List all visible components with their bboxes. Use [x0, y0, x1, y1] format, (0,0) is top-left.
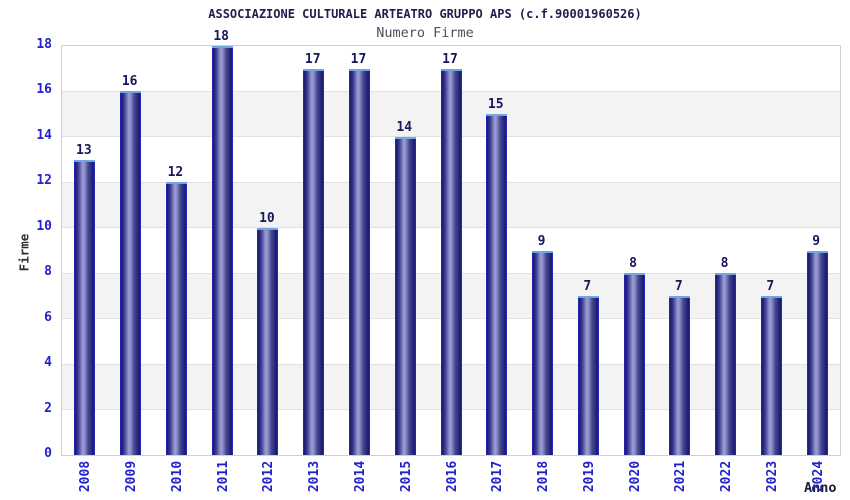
x-axis-title: Anno	[804, 480, 837, 496]
x-tick-label: 2022	[719, 460, 735, 492]
y-tick-label: 2	[44, 400, 52, 416]
bar-value-label: 17	[304, 51, 321, 67]
bar-value-label: 17	[442, 51, 458, 67]
y-tick-label: 4	[44, 355, 52, 371]
bar-value-label: 8	[720, 256, 729, 272]
x-tick-label: 2015	[398, 460, 414, 492]
bar-2016	[440, 68, 462, 455]
y-tick-label: 16	[36, 82, 52, 98]
x-tick-label: 2014	[353, 460, 369, 492]
bar-value-label: 16	[121, 74, 138, 90]
x-tick-label: 2016	[444, 460, 460, 492]
x-tick-label: 2024	[810, 460, 826, 492]
x-tick-label: 2021	[673, 460, 689, 492]
x-tick-label: 2018	[536, 460, 552, 492]
bar-value-label: 14	[396, 119, 413, 135]
bar-2014	[348, 68, 370, 455]
y-tick-label: 14	[36, 127, 52, 143]
bar-2011	[211, 46, 233, 455]
x-tick-label: 2019	[581, 460, 597, 492]
bar-value-label: 7	[766, 278, 775, 294]
bar-2015	[394, 136, 416, 455]
x-tick-label: 2011	[215, 460, 231, 492]
bar-value-label: 10	[259, 210, 275, 226]
y-tick-label: 6	[44, 309, 52, 325]
y-tick-label: 18	[36, 37, 52, 52]
bar-value-label: 9	[537, 233, 546, 249]
bar-2023	[760, 295, 782, 455]
y-tick-label: 8	[44, 264, 52, 280]
bar-2009	[120, 91, 142, 455]
bar-value-label: 7	[674, 278, 683, 294]
bar-2022	[715, 273, 737, 455]
x-tick-label: 2020	[627, 460, 643, 492]
x-tick-label: 2023	[765, 460, 780, 492]
bar-2017	[486, 114, 508, 455]
chart-subtitle: Numero Firme	[376, 25, 474, 41]
x-tick-label: 2009	[124, 460, 140, 492]
x-tick-label: 2012	[261, 460, 277, 492]
bar-2021	[669, 295, 691, 455]
y-tick-label: 12	[36, 173, 52, 189]
y-axis-title: Firme	[16, 233, 32, 271]
plot-area	[61, 45, 841, 456]
bar-value-label: 15	[487, 97, 504, 113]
bar-value-label: 13	[76, 142, 92, 158]
bar-2008	[74, 159, 96, 455]
bar-2020	[623, 273, 645, 455]
x-tick-label: 2008	[78, 460, 94, 492]
bar-value-label: 8	[629, 256, 637, 272]
x-tick-label: 2010	[170, 460, 186, 492]
bar-value-label: 17	[350, 51, 367, 67]
bar-2018	[532, 250, 554, 455]
y-tick-label: 10	[36, 218, 52, 234]
x-tick-label: 2013	[307, 460, 323, 492]
bar-value-label: 12	[167, 165, 184, 181]
x-tick-label: 2017	[490, 460, 506, 492]
bar-2013	[303, 68, 325, 455]
bar-2024	[806, 250, 828, 455]
y-tick-label: 0	[44, 446, 52, 461]
bar-2012	[257, 227, 279, 455]
bar-value-label: 7	[583, 278, 592, 294]
bar-2010	[165, 182, 187, 455]
bar-value-label: 9	[812, 233, 821, 249]
bar-2019	[577, 295, 599, 455]
bar-value-label: 18	[213, 29, 229, 44]
chart-title: ASSOCIAZIONE CULTURALE ARTEATRO GRUPPO A…	[208, 7, 642, 21]
